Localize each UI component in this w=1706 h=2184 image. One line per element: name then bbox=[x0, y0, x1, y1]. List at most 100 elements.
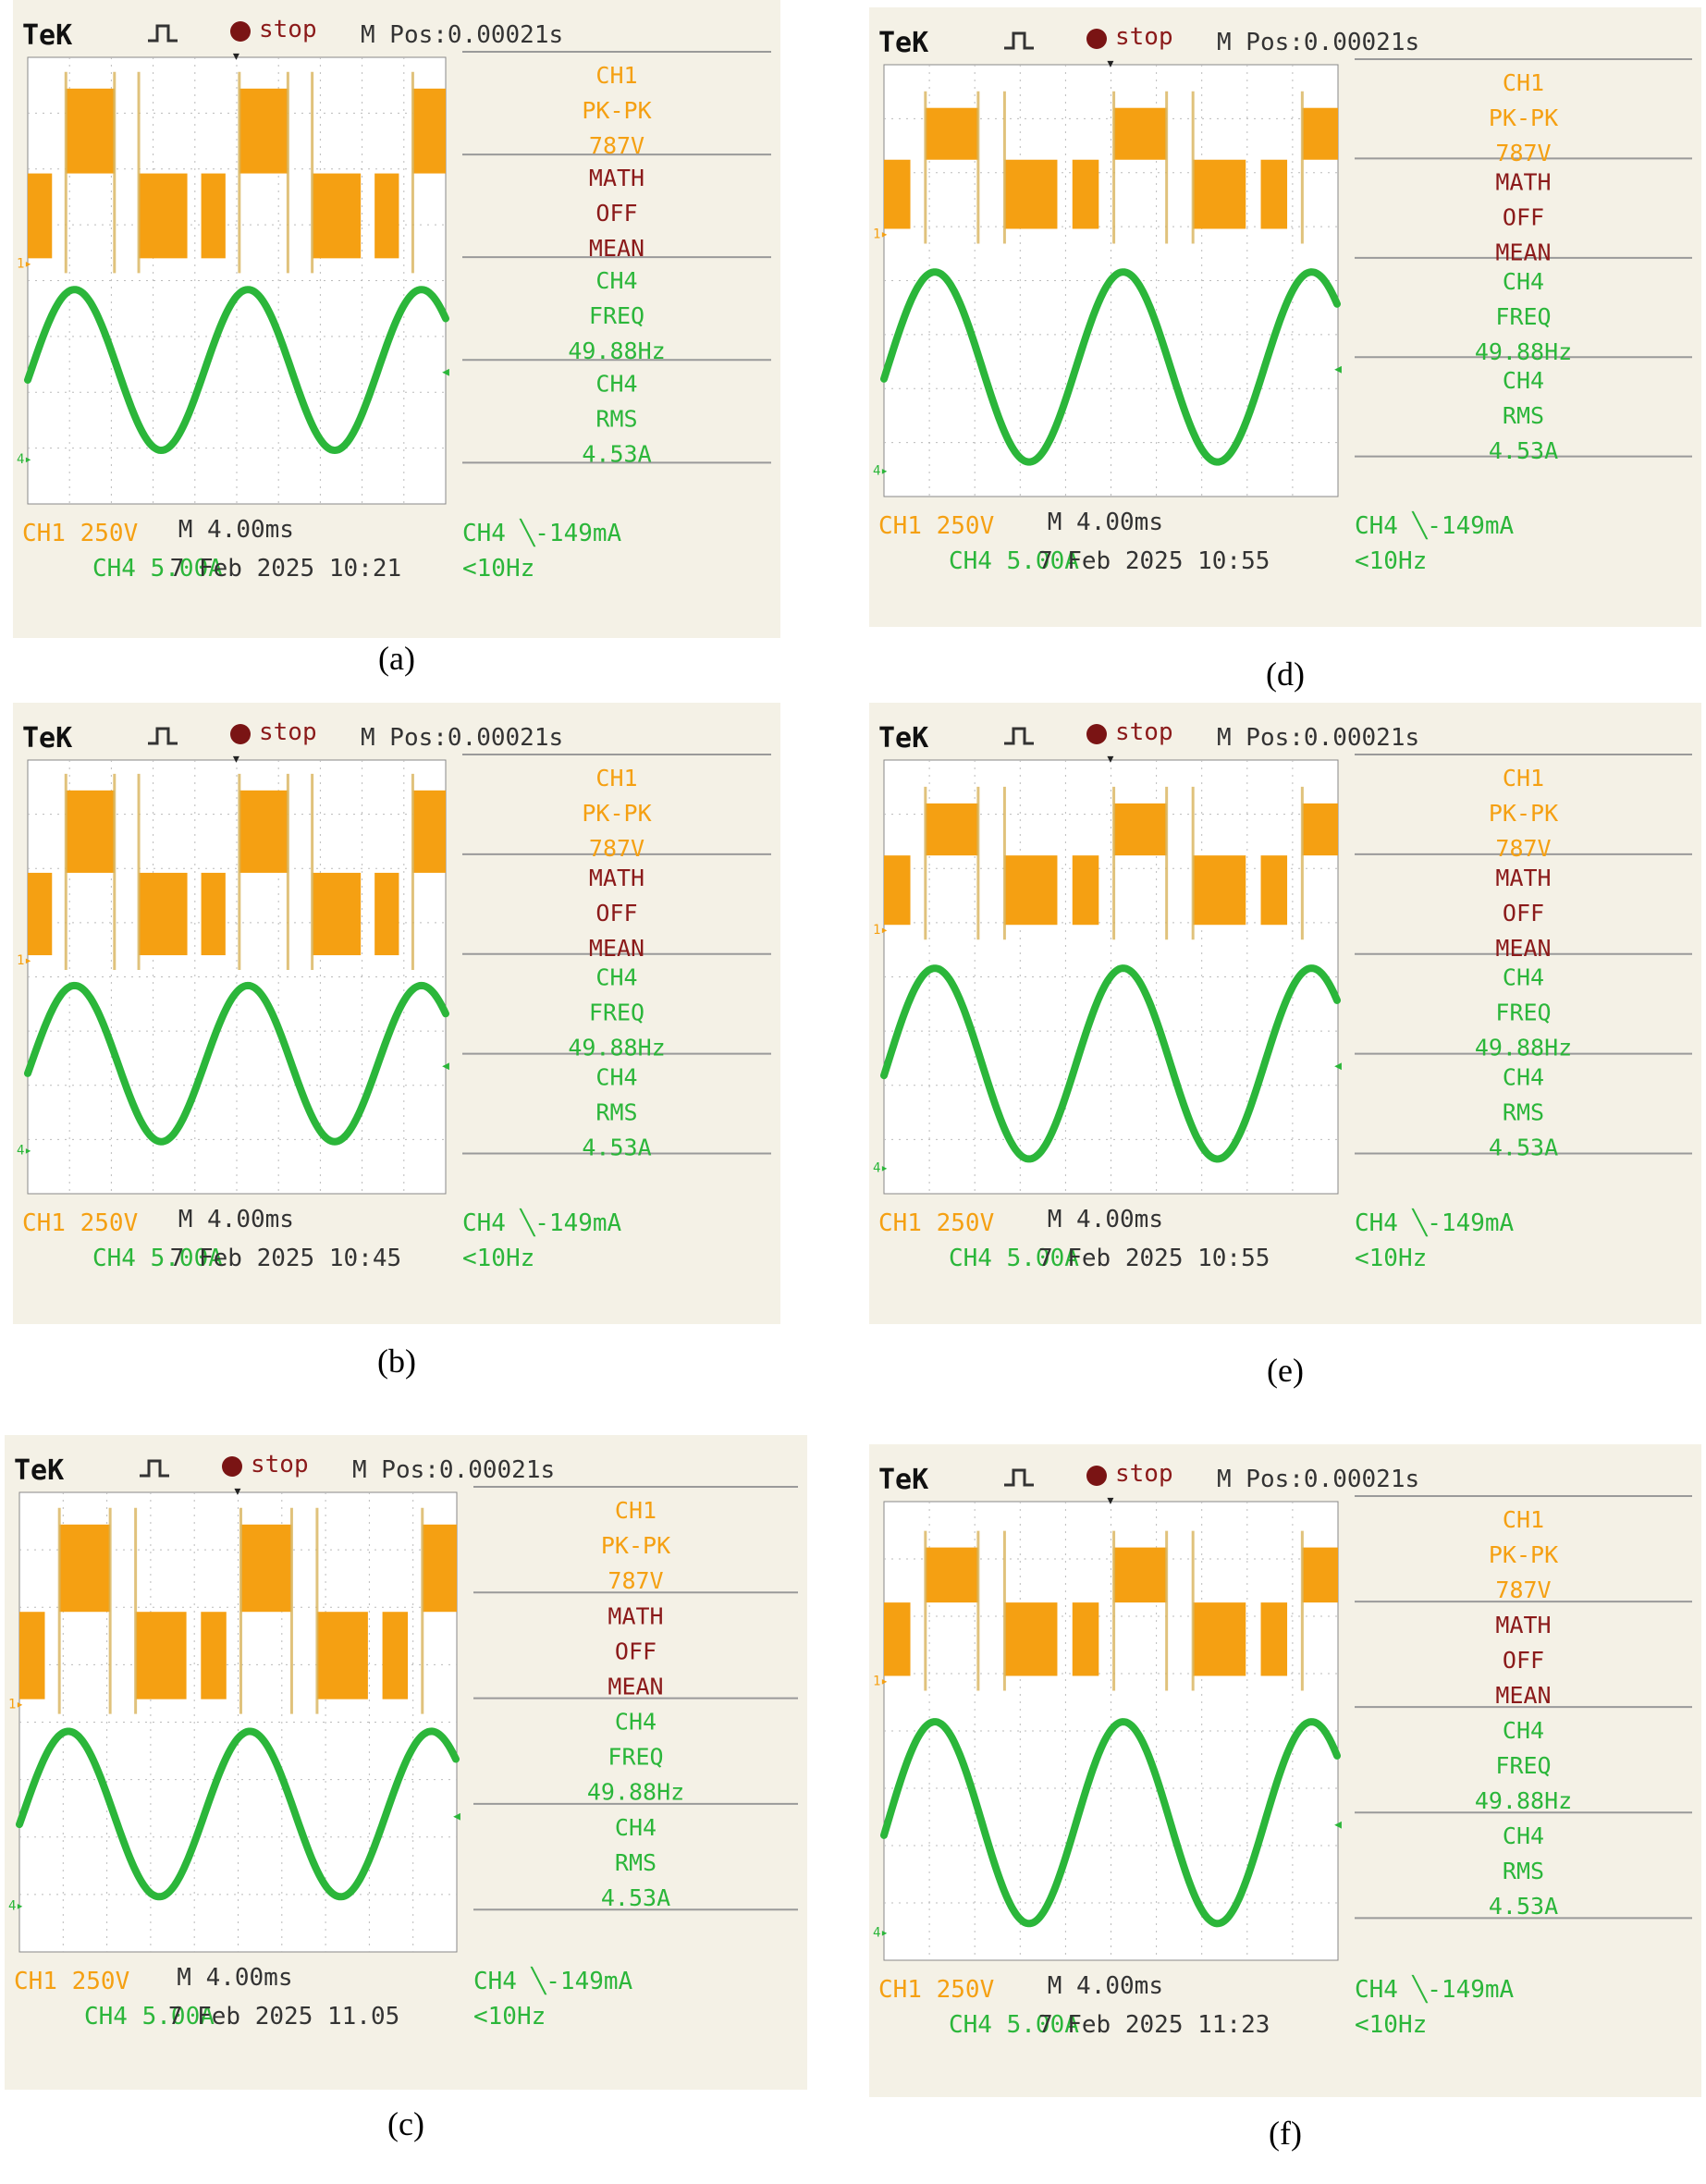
menu-item-rms_label: RMS bbox=[1503, 1858, 1544, 1884]
trigger-setting-readout: CH4 ╲-149mA bbox=[462, 1208, 622, 1237]
ch4-waveform bbox=[24, 981, 449, 1146]
stop-indicator-icon bbox=[230, 724, 251, 744]
menu-item-ch4_label: CH4 bbox=[1503, 964, 1544, 991]
menu-separators bbox=[462, 754, 771, 1155]
pulse-trigger-icon bbox=[1004, 31, 1034, 50]
menu-item-rms_val: 4.53A bbox=[1489, 437, 1558, 464]
menu-separators bbox=[473, 1486, 798, 1911]
menu-item-ch1_meas: PK-PK bbox=[582, 97, 651, 124]
ch4-waveform bbox=[880, 268, 1341, 466]
ch1-pulse-block bbox=[1260, 855, 1288, 926]
scope-display: 1▸4▸◂▾TeK stop M Pos:0.00021sCH1PK-PK787VM… bbox=[873, 23, 1692, 575]
panel-caption-a: (a) bbox=[378, 640, 415, 677]
stop-indicator-icon bbox=[230, 21, 251, 42]
menu-item-ch4_label: CH4 bbox=[1503, 268, 1544, 295]
menu-item-math_label: MATH bbox=[608, 1602, 663, 1629]
menu-item-math_label: MATH bbox=[1495, 1612, 1551, 1638]
ch1-waveform bbox=[884, 91, 1338, 244]
trigger-setting-readout: CH4 ╲-149mA bbox=[1355, 1974, 1515, 2004]
menu-item-freq_val: 49.88Hz bbox=[1475, 1787, 1572, 1814]
menu-item-ch4_label: CH4 bbox=[1503, 1822, 1544, 1849]
ch1-pulse-block bbox=[66, 88, 115, 174]
ch1-pulse-block bbox=[1004, 855, 1058, 926]
menu-item-ch1_val: 787V bbox=[1495, 140, 1551, 166]
ch4-ground-marker: 4▸ bbox=[8, 1898, 24, 1913]
grid bbox=[28, 57, 446, 504]
menu-item-ch4_label: CH4 bbox=[595, 267, 637, 294]
ch1-waveform bbox=[28, 773, 446, 971]
ch1-waveform bbox=[19, 1507, 457, 1714]
horizontal-position-readout: M Pos:0.00021s bbox=[1217, 724, 1419, 752]
ch4-waveform bbox=[24, 286, 449, 455]
menu-item-rms_val: 4.53A bbox=[601, 1884, 670, 1911]
ch1-pulse-block bbox=[201, 173, 226, 259]
ch1-waveform bbox=[884, 786, 1338, 940]
ch1-pulse-block bbox=[1004, 159, 1058, 229]
menu-item-ch1_label: CH1 bbox=[1503, 69, 1544, 96]
menu-item-math_label: MATH bbox=[589, 165, 644, 191]
trigger-level-marker: ◂ bbox=[1332, 357, 1344, 379]
menu-item-math_meas: MEAN bbox=[1495, 935, 1551, 962]
ch1-pulse-block bbox=[1113, 1547, 1167, 1603]
brand-logo: TeK bbox=[878, 27, 928, 59]
ch4-scale-readout: CH4 5.00A bbox=[949, 547, 1079, 575]
timestamp-readout: 7 Feb 2025 11:23 bbox=[1038, 2011, 1270, 2039]
ch4-ground-marker: 4▸ bbox=[17, 1144, 32, 1159]
menu-item-ch1_label: CH1 bbox=[615, 1497, 657, 1524]
scope-panel-a: 1▸ 4▸ ◂ ▾ TeK stop M Pos:0.00021s CH1 PK-PK 787V M… bbox=[13, 0, 780, 638]
trigger-freq-readout: <10Hz bbox=[462, 555, 534, 583]
ch1-pulse-block bbox=[201, 872, 226, 956]
ch1-pulse-block bbox=[1193, 855, 1246, 926]
menu-item-rms_label: RMS bbox=[615, 1849, 657, 1876]
run-state-label: stop bbox=[1115, 718, 1173, 746]
pulse-trigger-icon bbox=[148, 727, 178, 745]
menu-item-rms_val: 4.53A bbox=[582, 440, 651, 467]
scope-panel-d: 1▸ 4▸ ◂ ▾ TeK stop M Pos:0.00021s CH1 PK-PK 787V M… bbox=[869, 7, 1701, 627]
trigger-position-marker: ▾ bbox=[1106, 1491, 1116, 1510]
ch1-pulse-block bbox=[1302, 107, 1338, 160]
scope-display: 1▸4▸◂▾TeK stop M Pos:0.00021sCH1PK-PK787VM… bbox=[873, 1460, 1692, 2039]
ch1-pulse-block bbox=[1072, 1602, 1099, 1676]
timestamp-readout: 7 Feb 2025 10:45 bbox=[170, 1245, 401, 1272]
ch1-scale-readout: CH1 250V bbox=[878, 1976, 994, 2004]
menu-separators bbox=[462, 51, 771, 464]
grid bbox=[19, 1492, 457, 1952]
trigger-position-marker: ▾ bbox=[231, 749, 241, 768]
ch1-pulse-block bbox=[422, 1524, 457, 1613]
ch1-pulse-block bbox=[28, 173, 53, 259]
timestamp-readout: 7 Feb 2025 10:55 bbox=[1038, 547, 1270, 575]
ch1-pulse-block bbox=[412, 790, 446, 873]
scope-display: 1▸4▸◂▾TeK stop M Pos:0.00021sCH1PK-PK787VM… bbox=[17, 16, 771, 583]
ch1-pulse-block bbox=[374, 872, 399, 956]
ch1-scale-readout: CH1 250V bbox=[22, 1209, 138, 1237]
ch1-pulse-block bbox=[1302, 1547, 1338, 1603]
menu-separators bbox=[1355, 58, 1692, 458]
ch4-waveform bbox=[880, 964, 1341, 1163]
menu-item-math_label: MATH bbox=[1495, 168, 1551, 195]
ch1-pulse-block bbox=[139, 173, 188, 259]
timestamp-readout: 7 Feb 2025 11.05 bbox=[168, 2003, 399, 2031]
pulse-trigger-icon bbox=[140, 1459, 169, 1478]
panel-caption-c: (c) bbox=[387, 2105, 424, 2142]
ch1-pulse-block bbox=[19, 1612, 45, 1699]
menu-item-rms_val: 4.53A bbox=[1489, 1893, 1558, 1920]
menu-item-math_state: OFF bbox=[615, 1638, 657, 1664]
trigger-position-marker: ▾ bbox=[1106, 54, 1116, 73]
trigger-freq-readout: <10Hz bbox=[473, 2003, 546, 2031]
ch1-ground-marker: 1▸ bbox=[8, 1698, 24, 1712]
ch4-scale-readout: CH4 5.00A bbox=[92, 1245, 223, 1272]
ch1-pulse-block bbox=[884, 855, 911, 926]
timebase-readout: M 4.00ms bbox=[178, 516, 294, 544]
menu-item-freq_label: FREQ bbox=[1495, 1000, 1551, 1026]
trigger-freq-readout: <10Hz bbox=[462, 1245, 534, 1272]
menu-item-ch1_label: CH1 bbox=[595, 62, 637, 89]
menu-item-math_meas: MEAN bbox=[1495, 1682, 1551, 1709]
brand-logo: TeK bbox=[14, 1454, 64, 1487]
menu-item-rms_label: RMS bbox=[595, 405, 637, 432]
stop-indicator-icon bbox=[1086, 29, 1107, 49]
panel-caption-d: (d) bbox=[1266, 656, 1305, 693]
trigger-position-marker: ▾ bbox=[1106, 749, 1116, 768]
ch1-pulse-block bbox=[28, 872, 53, 956]
scope-display: 1▸4▸◂▾TeK stop M Pos:0.00021sCH1PK-PK787VM… bbox=[873, 718, 1692, 1272]
trigger-level-marker: ◂ bbox=[1332, 1812, 1344, 1834]
